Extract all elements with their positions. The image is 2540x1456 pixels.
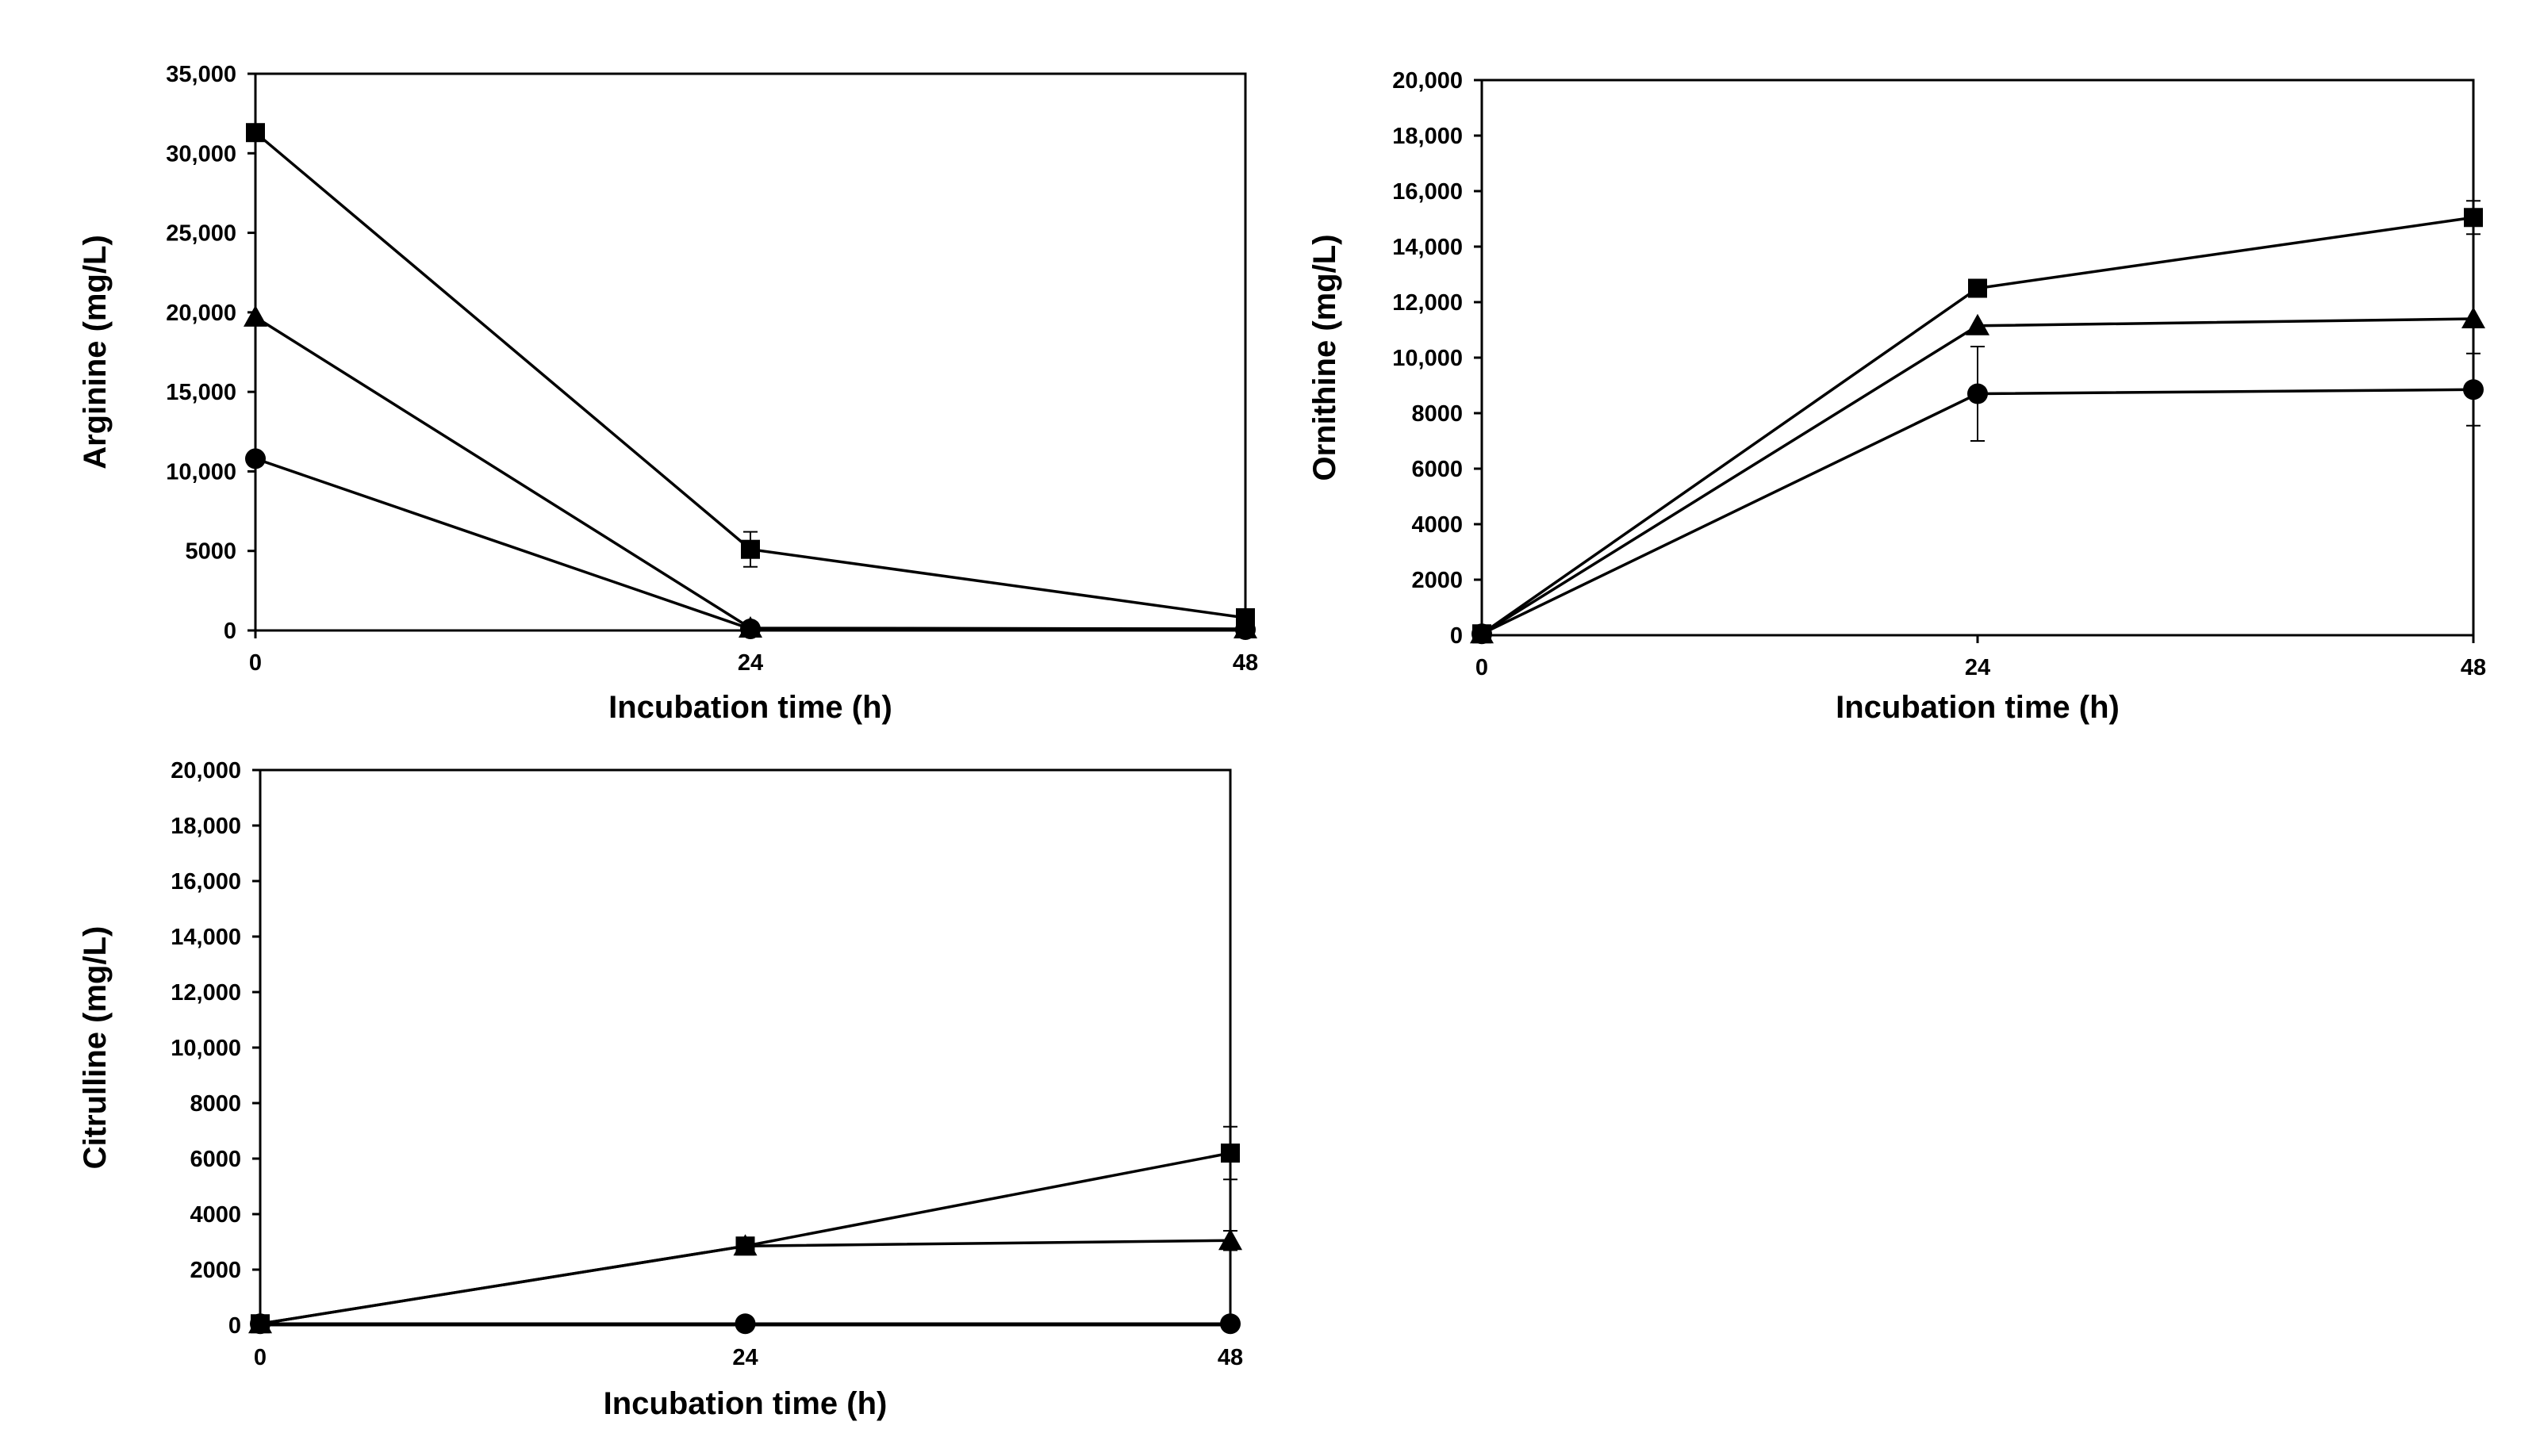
x-tick-label-ornithine: 24 xyxy=(1965,655,1990,680)
series-line-triangle xyxy=(255,316,1246,630)
data-point-square xyxy=(741,539,760,559)
y-tick-label-ornithine: 14,000 xyxy=(1392,235,1463,260)
y-tick-label-ornithine: 2000 xyxy=(1411,568,1463,593)
data-point-triangle xyxy=(1218,1228,1242,1251)
y-axis-title-arginine: Arginine (mg/L) xyxy=(78,235,113,469)
data-point-triangle xyxy=(733,1234,758,1256)
y-tick-label-arginine: 10,000 xyxy=(166,459,236,485)
y-tick-label-arginine: 5000 xyxy=(185,539,236,565)
y-tick-label-arginine: 15,000 xyxy=(166,380,236,405)
y-tick-label-ornithine: 4000 xyxy=(1411,512,1463,538)
y-tick-label-arginine: 25,000 xyxy=(166,221,236,247)
y-tick-label-ornithine: 10,000 xyxy=(1392,346,1463,371)
x-tick-label-ornithine: 48 xyxy=(2461,655,2486,680)
chart-citrulline: 0 2000 4000 6000 8000 10,000 12,000 14,000 16,00… xyxy=(78,758,1243,1421)
chart-ornithine: 0 2000 4000 6000 8000 10,000 12,000 14,000 16,00… xyxy=(1307,68,2486,725)
y-axis-title-citrulline: Citrulline (mg/L) xyxy=(78,926,113,1170)
data-point-circle xyxy=(1967,383,1988,404)
data-point-triangle xyxy=(2461,307,2485,328)
data-point-circle xyxy=(250,1313,270,1335)
series-square-arginine xyxy=(246,123,1255,627)
x-tick-label-ornithine: 0 xyxy=(1475,655,1488,680)
data-point-circle xyxy=(245,448,266,469)
x-tick-label-citrulline: 24 xyxy=(732,1345,758,1370)
y-tick-label-arginine: 0 xyxy=(224,619,236,644)
y-tick-label-citrulline: 0 xyxy=(228,1313,241,1339)
x-tick-label-arginine: 24 xyxy=(738,650,763,676)
y-tick-label-ornithine: 6000 xyxy=(1411,457,1463,482)
data-point-circle xyxy=(1235,619,1256,640)
x-tick-label-citrulline: 0 xyxy=(254,1345,267,1370)
y-tick-label-citrulline: 12,000 xyxy=(171,980,241,1006)
y-tick-label-arginine: 20,000 xyxy=(166,301,236,326)
data-point-square xyxy=(2464,208,2483,228)
y-tick-label-ornithine: 0 xyxy=(1450,623,1463,649)
data-point-triangle xyxy=(244,305,267,327)
chart-arginine: 0 5000 10,000 15,000 20,000 25,000 30,000 35,00… xyxy=(78,62,1258,725)
series-circle-citrulline xyxy=(250,1313,1241,1335)
y-tick-label-citrulline: 10,000 xyxy=(171,1036,241,1061)
y-tick-label-citrulline: 8000 xyxy=(190,1091,241,1117)
x-axis-title-ornithine: Incubation time (h) xyxy=(1836,690,2120,725)
y-tick-label-citrulline: 18,000 xyxy=(171,814,241,839)
x-tick-label-citrulline: 48 xyxy=(1218,1345,1243,1370)
data-point-square xyxy=(1968,278,1987,298)
data-point-circle xyxy=(740,618,761,639)
y-tick-label-arginine: 35,000 xyxy=(166,62,236,87)
y-tick-label-citrulline: 20,000 xyxy=(171,758,241,784)
data-point-triangle xyxy=(1966,313,1989,335)
y-tick-label-arginine: 30,000 xyxy=(166,141,236,167)
y-tick-label-citrulline: 16,000 xyxy=(171,869,241,895)
data-point-circle xyxy=(735,1313,756,1335)
x-tick-label-arginine: 48 xyxy=(1233,650,1258,676)
y-tick-label-citrulline: 2000 xyxy=(190,1258,241,1283)
y-tick-label-ornithine: 18,000 xyxy=(1392,124,1463,149)
y-axis-title-ornithine: Ornithine (mg/L) xyxy=(1307,234,1342,481)
data-point-circle xyxy=(1471,623,1492,645)
y-tick-label-ornithine: 8000 xyxy=(1411,401,1463,427)
x-tick-label-arginine: 0 xyxy=(249,650,262,676)
y-tick-label-citrulline: 4000 xyxy=(190,1202,241,1228)
y-tick-label-ornithine: 16,000 xyxy=(1392,179,1463,205)
series-triangle-arginine xyxy=(244,305,1257,638)
y-tick-label-ornithine: 12,000 xyxy=(1392,290,1463,316)
series-circle-arginine xyxy=(245,448,1256,640)
data-point-circle xyxy=(2463,379,2484,400)
y-tick-label-ornithine: 20,000 xyxy=(1392,68,1463,94)
x-axis-title-citrulline: Incubation time (h) xyxy=(604,1386,888,1421)
y-tick-label-citrulline: 14,000 xyxy=(171,925,241,950)
data-point-square xyxy=(246,123,265,143)
data-point-square xyxy=(1221,1144,1240,1163)
series-circle-ornithine xyxy=(1471,346,2484,645)
data-point-circle xyxy=(1220,1313,1241,1335)
y-tick-label-citrulline: 6000 xyxy=(190,1147,241,1172)
x-axis-title-arginine: Incubation time (h) xyxy=(608,690,892,725)
